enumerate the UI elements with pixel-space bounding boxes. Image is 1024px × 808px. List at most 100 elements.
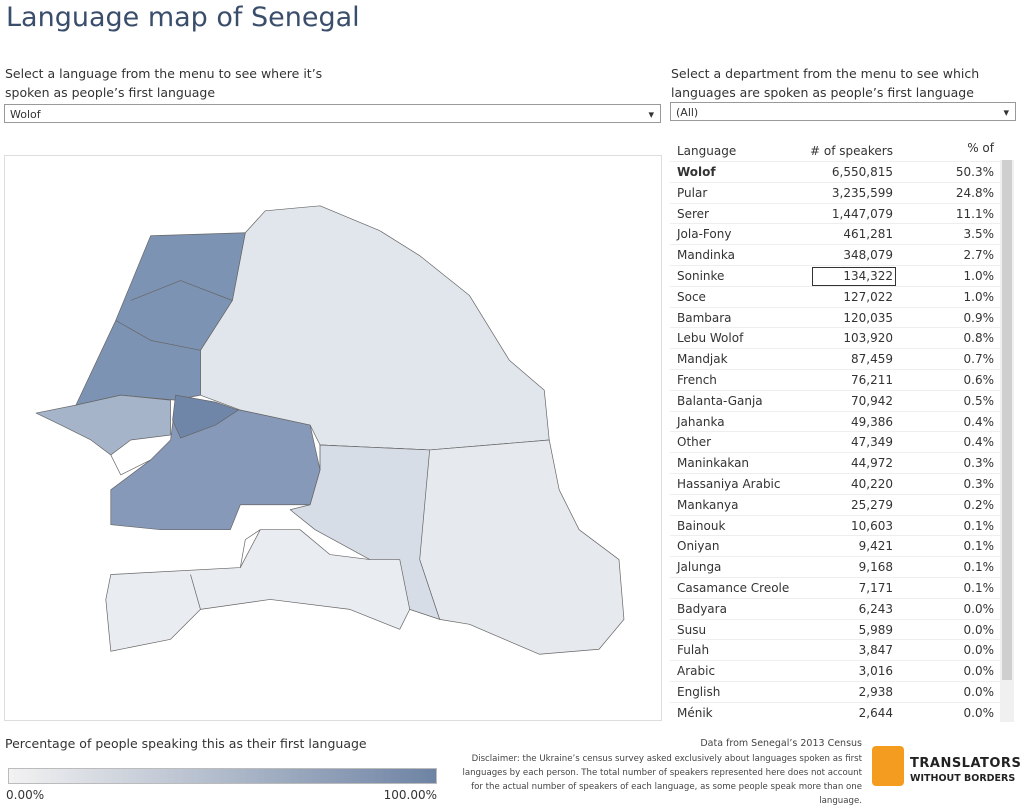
speakers-cell: 10,603: [851, 518, 893, 533]
table-row: Oniyan 9,421 0.1%: [670, 535, 1000, 556]
region[interactable]: [105, 529, 411, 652]
speakers-cell: 6,243: [858, 601, 893, 616]
speakers-cell: 76,211: [851, 373, 893, 387]
source-note: Data from Senegal’s 2013 Census: [700, 738, 862, 749]
department-filter-label: Select a department from the menu to see…: [671, 66, 980, 100]
percent-cell: 0.1%: [963, 581, 995, 595]
table-row: Jalunga 9,168 0.1%: [670, 556, 1000, 577]
legend-title: Percentage of people speaking this as th…: [5, 736, 367, 751]
speakers-cell: 348,079: [843, 248, 893, 263]
table-row: Mandinka 348,079 2.7%: [670, 244, 1000, 265]
percent-cell: 24.8%: [955, 185, 994, 200]
percent-cell: 0.0%: [963, 685, 995, 699]
language-filter-label: Select a language from the menu to see w…: [5, 66, 323, 100]
table-row: Mandjak 87,459 0.7%: [670, 348, 1000, 369]
language-cell: Bambara: [677, 310, 732, 325]
table-row: English 2,938 0.0%: [670, 681, 1000, 702]
legend-max: 100.00%: [383, 788, 437, 802]
percent-cell: 0.3%: [963, 477, 995, 491]
speakers-cell: 25,279: [851, 497, 893, 512]
language-cell: Balanta-Ganja: [677, 393, 763, 408]
percent-cell: 0.5%: [963, 393, 995, 408]
percent-cell: 1.0%: [963, 269, 995, 283]
table-row: Serer 1,447,079 11.1%: [670, 202, 1000, 224]
language-cell: Arabic: [677, 664, 716, 679]
table-row: Fulah 3,847 0.0%: [670, 639, 1000, 660]
table-row: Balanta-Ganja 70,942 0.5%: [670, 389, 1000, 411]
language-cell: English: [677, 685, 721, 699]
speakers-cell: 3,847: [858, 643, 893, 658]
percent-cell: 0.0%: [963, 705, 995, 720]
speakers-cell: 70,942: [851, 393, 893, 408]
language-cell: Soninke: [677, 269, 725, 283]
legend-gradient: [8, 768, 437, 784]
table-row: Badyara 6,243 0.0%: [670, 597, 1000, 619]
percent-cell: 0.6%: [963, 373, 995, 387]
percent-cell: 0.0%: [963, 643, 995, 658]
speakers-cell: 103,920: [843, 331, 893, 346]
percent-cell: 0.7%: [963, 352, 995, 367]
speakers-cell: 5,989: [858, 622, 893, 637]
table-row: Ménik 2,644 0.0%: [670, 701, 1000, 723]
region[interactable]: [35, 394, 171, 456]
table-row: Bambara 120,035 0.9%: [670, 306, 1000, 328]
column-header: Language: [677, 144, 737, 158]
speakers-cell: 47,349: [851, 435, 893, 450]
scrollbar-track[interactable]: [1000, 160, 1014, 722]
language-cell: Mandjak: [677, 352, 728, 367]
language-cell: Pular: [677, 185, 708, 200]
percent-cell: 0.1%: [963, 560, 995, 575]
language-cell: Maninkakan: [677, 456, 750, 471]
speakers-cell: 134,322: [812, 267, 896, 286]
table-row: Maninkakan 44,972 0.3%: [670, 452, 1000, 473]
table-row: Other 47,349 0.4%: [670, 431, 1000, 452]
speakers-cell: 7,171: [858, 581, 893, 595]
language-cell: Wolof: [677, 165, 716, 179]
disclaimer: Disclaimer: the Ukraine’s census survey …: [462, 754, 862, 806]
map[interactable]: [4, 155, 662, 721]
percent-cell: 50.3%: [955, 165, 994, 179]
language-cell: Lebu Wolof: [677, 331, 744, 346]
table-row: Jola-Fony 461,281 3.5%: [670, 223, 1000, 244]
language-cell: Jahanka: [677, 414, 725, 429]
speakers-cell: 87,459: [851, 352, 893, 367]
language-cell: Other: [677, 435, 712, 450]
table-row: Bainouk 10,603 0.1%: [670, 514, 1000, 536]
table-row: Pular 3,235,599 24.8%: [670, 181, 1000, 203]
percent-cell: 0.0%: [963, 664, 995, 679]
speakers-cell: 9,168: [858, 560, 893, 575]
speakers-cell: 40,220: [851, 477, 893, 491]
table-header: Language # of speakers % of: [670, 140, 1000, 162]
language-cell: Serer: [677, 206, 709, 221]
table-row: Mankanya 25,279 0.2%: [670, 493, 1000, 515]
language-cell: Susu: [677, 622, 707, 637]
table-row: Soninke 134,322 1.0%: [670, 265, 1000, 286]
language-cell: Jalunga: [677, 560, 722, 575]
table-row: Soce 127,022 1.0%: [670, 285, 1000, 307]
percent-cell: 0.1%: [963, 539, 995, 554]
speakers-cell: 1,447,079: [831, 206, 893, 221]
speakers-cell: 44,972: [851, 456, 893, 471]
speakers-cell: 127,022: [843, 289, 893, 304]
table-row: Susu 5,989 0.0%: [670, 618, 1000, 640]
percent-cell: 1.0%: [963, 289, 995, 304]
speakers-cell: 461,281: [843, 227, 893, 242]
title: Language map of Senegal: [6, 2, 360, 33]
logo-subtext: WITHOUT BORDERS: [910, 773, 1016, 784]
scrollbar-thumb[interactable]: [1002, 160, 1012, 680]
language-dropdown[interactable]: Wolof: [4, 104, 661, 124]
percent-cell: 0.0%: [963, 601, 995, 616]
department-dropdown[interactable]: (All): [670, 102, 1016, 122]
language-cell: Ménik: [677, 705, 713, 720]
percent-cell: 0.2%: [963, 497, 995, 512]
legend-min: 0.00%: [6, 788, 45, 802]
percent-cell: 0.9%: [963, 310, 995, 325]
region[interactable]: [172, 394, 239, 439]
speakers-cell: 3,016: [858, 664, 893, 679]
language-cell: Soce: [677, 289, 706, 304]
table-row: French 76,211 0.6%: [670, 369, 1000, 390]
percent-cell: 0.4%: [963, 435, 995, 450]
language-cell: Jola-Fony: [677, 227, 732, 242]
logo-icon: [872, 746, 904, 786]
